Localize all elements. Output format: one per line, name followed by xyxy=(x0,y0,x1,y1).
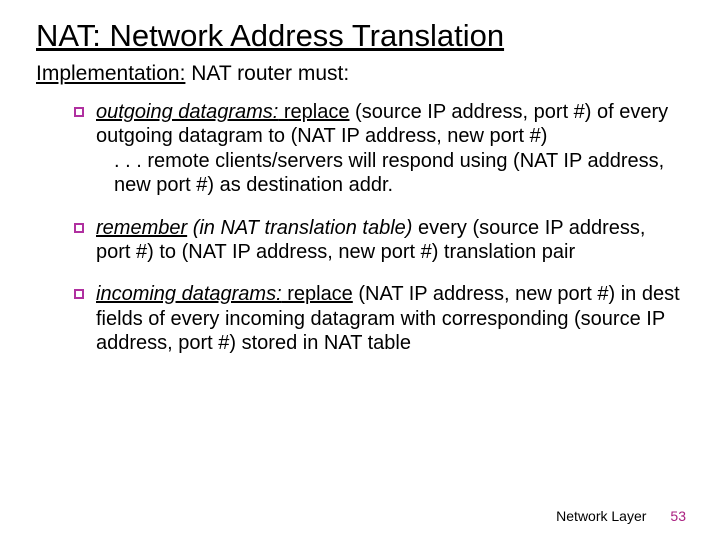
bullet-square-icon xyxy=(74,289,84,299)
bullet1-continuation: . . . remote clients/servers will respon… xyxy=(96,149,684,198)
bullet2-lead: remember xyxy=(96,217,187,239)
bullet-item-incoming: incoming datagrams: replace (NAT IP addr… xyxy=(74,282,684,355)
bullet3-action: replace xyxy=(282,283,353,305)
bullet2-paren: (in NAT translation table) xyxy=(187,217,412,239)
bullet3-lead: incoming datagrams: xyxy=(96,283,282,305)
bullet-item-remember: remember (in NAT translation table) ever… xyxy=(74,216,684,265)
slide-footer: Network Layer 53 xyxy=(556,508,686,524)
bullet1-action: replace xyxy=(278,101,349,123)
bullet-square-icon xyxy=(74,223,84,233)
bullet-square-icon xyxy=(74,107,84,117)
subtitle-lead: Implementation: xyxy=(36,62,185,85)
footer-label: Network Layer xyxy=(556,508,646,524)
slide-title: NAT: Network Address Translation xyxy=(36,18,684,54)
footer-page-number: 53 xyxy=(670,508,686,524)
slide-subtitle: Implementation: NAT router must: xyxy=(36,62,684,86)
bullet-list: outgoing datagrams: replace (source IP a… xyxy=(36,100,684,356)
bullet1-lead: outgoing datagrams: xyxy=(96,101,278,123)
bullet-item-outgoing: outgoing datagrams: replace (source IP a… xyxy=(74,100,684,198)
subtitle-rest: NAT router must: xyxy=(185,62,349,85)
slide: NAT: Network Address Translation Impleme… xyxy=(0,0,720,540)
